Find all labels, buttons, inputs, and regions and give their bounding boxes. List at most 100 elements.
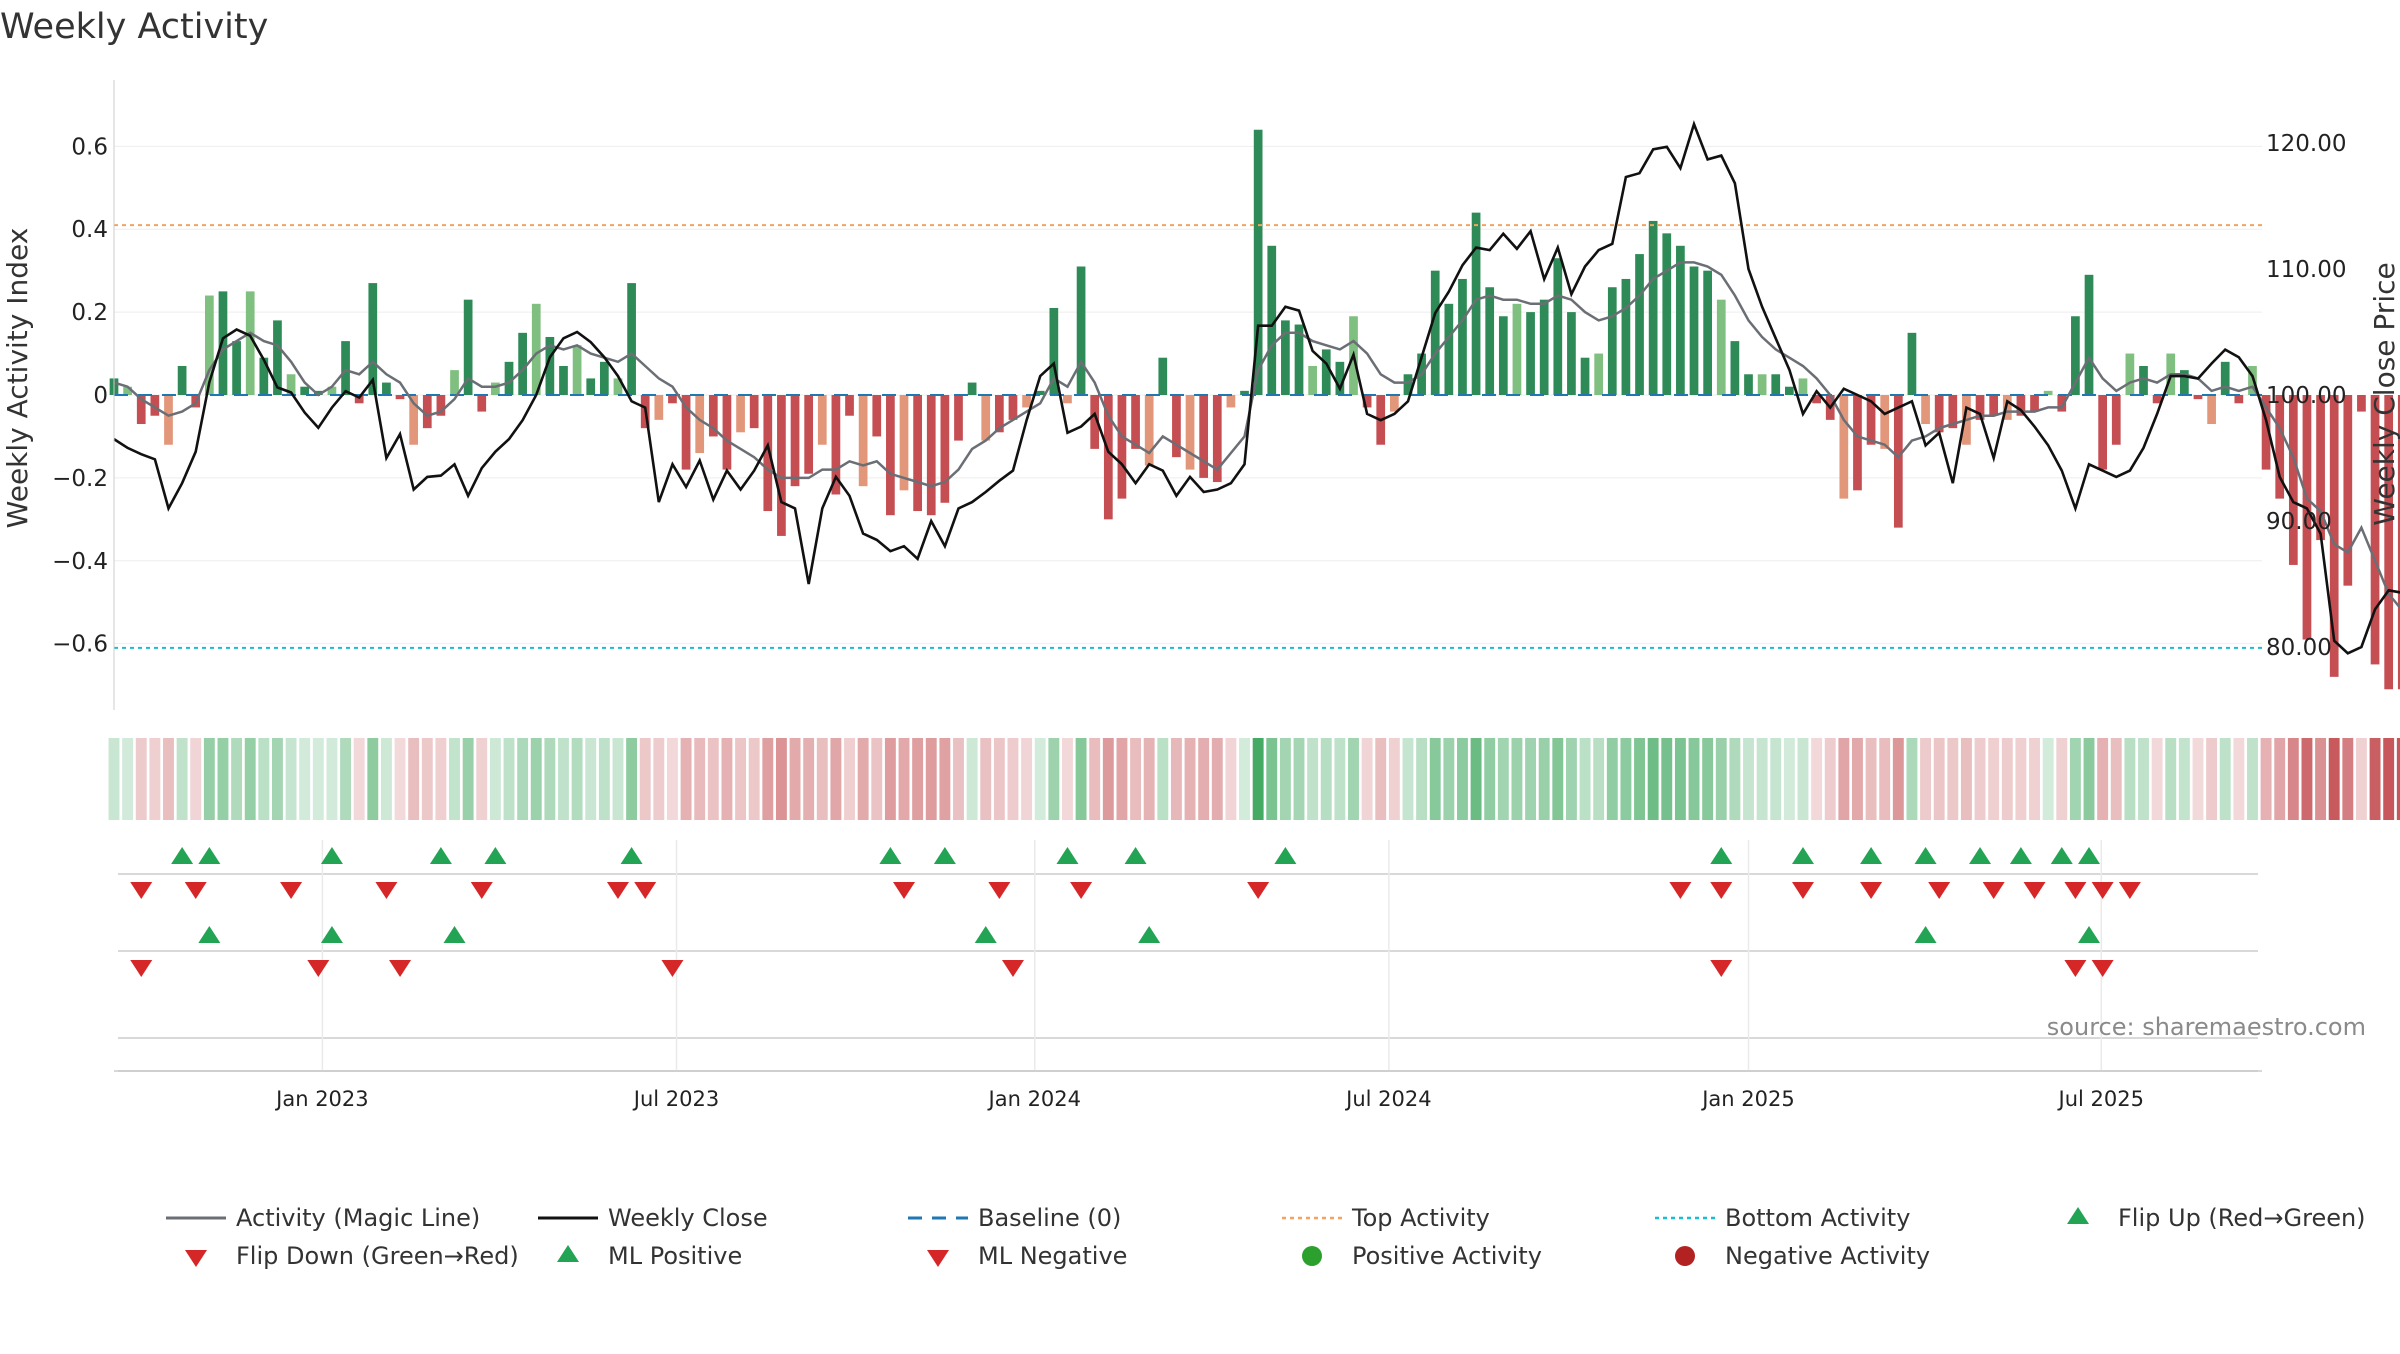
activity-bar: [2016, 395, 2026, 416]
activity-bar: [1648, 220, 1658, 395]
activity-bar: [926, 395, 936, 516]
activity-bar: [1321, 349, 1331, 395]
activity-bar: [286, 374, 296, 395]
y-right-tick-label: 100.00: [2266, 383, 2346, 409]
activity-bar: [2139, 365, 2148, 395]
y-right-tick-label: 80.00: [2266, 635, 2332, 661]
activity-bar: [2057, 395, 2067, 412]
flip-up-marker: [2078, 847, 2101, 864]
activity-bar: [2370, 395, 2380, 665]
activity-bar: [2329, 395, 2339, 677]
heat-strip-cell: [1852, 738, 1863, 820]
activity-bar: [872, 395, 882, 437]
activity-bar: [1131, 395, 1140, 449]
heat-strip-cell: [449, 738, 460, 820]
activity-bar: [1117, 395, 1127, 499]
heat-strip-cell: [231, 738, 243, 820]
heat-strip-cell: [1089, 738, 1101, 820]
heat-strip-cell: [721, 738, 733, 820]
flip-up-marker: [933, 847, 956, 864]
activity-bar: [613, 378, 623, 395]
flip-down-marker: [130, 882, 153, 899]
activity-bar: [1635, 254, 1644, 395]
axes-layer: 0.6 0.4 0.2 0 −0.2 −0.4 −0.6 120.00 110.00 100.00…: [52, 80, 2346, 1111]
activity-bar: [1730, 341, 1740, 395]
heat-strip-cell: [1320, 738, 1332, 820]
activity-bar: [1471, 212, 1481, 395]
x-tick-label: Jul 2025: [2057, 1087, 2144, 1111]
activity-bar: [1022, 395, 1031, 408]
activity-bar: [913, 395, 922, 512]
y-left-tick-label: 0.6: [71, 134, 108, 160]
activity-bar: [1226, 395, 1236, 408]
legend-item: Bottom Activity: [1655, 1204, 1910, 1232]
flip-down-marker: [184, 882, 207, 899]
activity-bar: [1866, 395, 1876, 445]
activity-bar: [627, 283, 636, 395]
heat-strip-cell: [1375, 738, 1387, 820]
activity-bar: [1716, 299, 1726, 395]
heat-strip-cell: [1007, 738, 1019, 820]
activity-bar: [2071, 316, 2080, 395]
flip-down-marker: [2064, 882, 2087, 899]
heat-strip-cell: [789, 738, 801, 820]
heat-strip-cell: [1252, 738, 1264, 820]
heat-strip-cell: [1279, 738, 1291, 820]
heat-strip-cell: [1579, 738, 1591, 820]
heat-strip-cell: [1593, 738, 1605, 820]
activity-bar: [559, 365, 568, 395]
activity-bar: [2384, 395, 2394, 690]
activity-bar: [1212, 395, 1222, 483]
activity-bar: [1063, 395, 1072, 404]
activity-bar: [300, 386, 310, 395]
heat-strip-cell: [857, 738, 869, 820]
heat-strip-cell: [1811, 738, 1823, 820]
heat-strip-cell: [258, 738, 270, 820]
activity-bar: [1689, 266, 1699, 395]
flip-down-marker: [988, 882, 1011, 899]
legend-label: Baseline (0): [978, 1204, 1121, 1232]
heat-strip-cell: [2219, 738, 2231, 820]
heat-strip-cell: [244, 738, 256, 820]
y-right-tick-label: 90.00: [2266, 509, 2332, 535]
heat-strip-cell: [1170, 738, 1182, 820]
heat-strip-cell: [884, 738, 896, 820]
activity-bar: [2180, 370, 2189, 395]
ml-positive-marker: [2078, 926, 2101, 943]
activity-bar: [1621, 278, 1631, 395]
heat-strip-cell: [2097, 738, 2109, 820]
flip-down-marker: [2118, 882, 2141, 899]
heat-strip-cell: [1824, 738, 1836, 820]
heat-strip-cell: [1021, 738, 1033, 820]
activity-bar: [1744, 374, 1753, 395]
heat-strip-cell: [1661, 738, 1673, 820]
activity-bar: [2357, 395, 2366, 412]
ml-negative-marker: [2091, 960, 2114, 977]
heat-strip-cell: [898, 738, 910, 820]
activity-bar: [2098, 395, 2107, 470]
x-tick-label: Jan 2023: [274, 1087, 369, 1111]
heat-strip-cell: [1838, 738, 1850, 820]
flip-up-marker: [879, 847, 902, 864]
y-left-tick-label: 0.4: [71, 217, 108, 243]
heat-strip-cell: [272, 738, 283, 820]
heat-strip-cell: [871, 738, 883, 820]
activity-bar: [1389, 395, 1399, 412]
heat-strip-cell: [476, 738, 488, 820]
heat-strip-cell: [735, 738, 747, 820]
activity-bar: [1458, 278, 1467, 395]
heat-strip-cell: [462, 738, 474, 820]
ml-positive-marker: [320, 926, 343, 943]
heat-strip-cell: [2383, 738, 2395, 820]
legend-item: Weekly Close: [538, 1204, 768, 1232]
activity-bar: [518, 332, 527, 395]
activity-bar: [2030, 395, 2039, 412]
activity-bar: [1240, 390, 1249, 395]
activity-bar: [2220, 361, 2230, 395]
activity-bar: [382, 382, 391, 395]
y-right-tick-label: 120.00: [2266, 131, 2346, 157]
activity-bar: [1281, 320, 1290, 395]
heat-strip-cell: [1130, 738, 1142, 820]
heat-strip-cell: [1062, 738, 1073, 820]
